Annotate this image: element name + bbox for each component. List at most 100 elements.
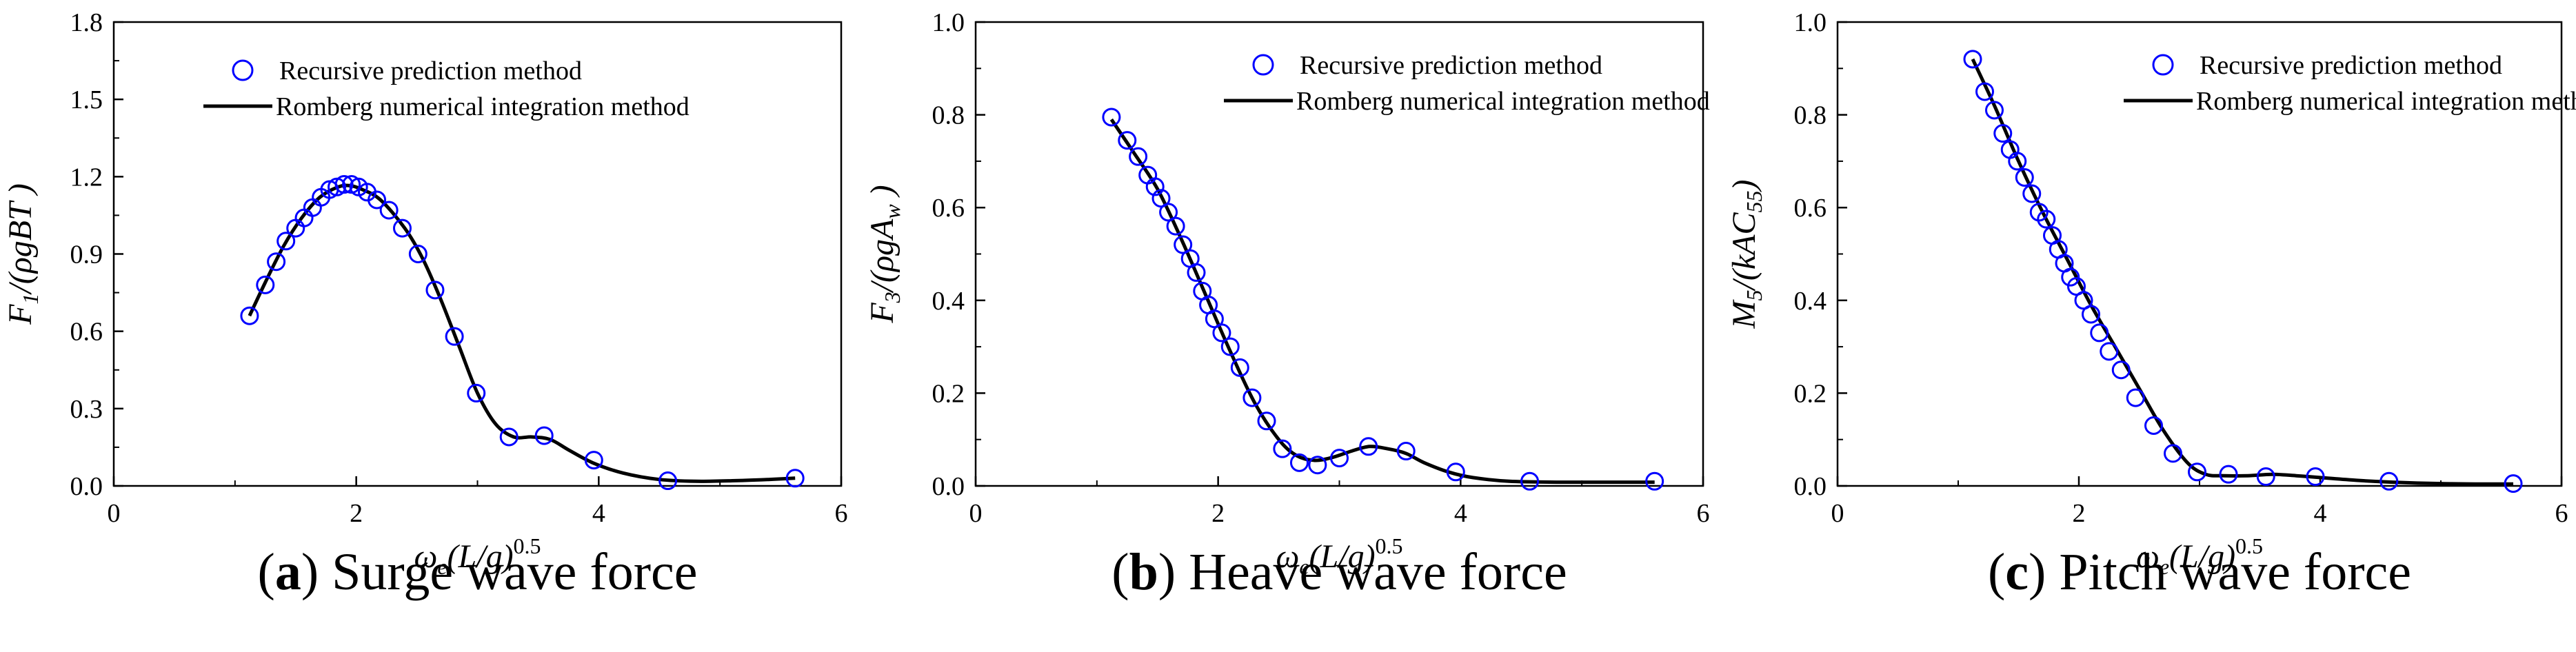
x-tick-label: 6 — [1697, 499, 1710, 528]
scatter-point — [1359, 437, 1378, 456]
scatter-point — [1396, 442, 1416, 461]
y-axis-label-sub: 5 — [1742, 289, 1767, 300]
chart-panel-b: 0 2 4 6 0.0 0.2 0.4 0.6 0.8 1.0 Recursive predicti… — [864, 8, 1710, 601]
scatter-point — [1273, 439, 1292, 458]
x-axis-label-sub: e — [2160, 554, 2169, 579]
caption-paren-close: ) — [2029, 543, 2059, 601]
x-axis-label-sup: 0.5 — [514, 533, 541, 558]
scatter-point — [1187, 263, 1206, 282]
x-axis-label: ωe(L/g)0.5 — [2136, 533, 2263, 579]
scatter-point — [334, 175, 354, 194]
scatter-point — [379, 201, 399, 220]
x-tick-label: 4 — [592, 499, 605, 528]
y-axis-label-tail: ) — [864, 185, 900, 204]
scatter-point — [1102, 108, 1121, 127]
scatter-point — [1446, 462, 1465, 482]
scatter-point — [534, 426, 554, 445]
scatter-point — [2306, 467, 2325, 487]
x-axis-label-body: (L/g) — [1309, 538, 1376, 575]
x-tick-label: 4 — [2314, 499, 2327, 528]
scatter-point — [2188, 462, 2206, 482]
chart-panel-a: 0 2 4 6 0.0 0.3 0.6 0.9 1.2 1.5 1.8 Recursive predi… — [2, 8, 848, 601]
caption-paren-close: ) — [301, 543, 332, 601]
caption-paren-close: ) — [1158, 543, 1189, 601]
y-tick-label: 1.0 — [1794, 8, 1827, 37]
legend-label-line: Romberg numerical integration method — [1296, 87, 1710, 116]
y-axis-label: F1/(ρgBT ) — [2, 183, 43, 325]
scatter-point — [1963, 50, 1982, 69]
caption-paren-open: ( — [1988, 543, 2005, 601]
scatter-point — [2037, 210, 2056, 229]
x-axis-label: ωe(L/g)0.5 — [1276, 533, 1402, 579]
y-axis-label: F3/(ρgAw ) — [864, 185, 905, 323]
y-tick-label: 0.2 — [1794, 379, 1827, 408]
x-axis-label-symbol: ω — [1276, 538, 1299, 575]
scatter-point — [467, 383, 486, 403]
caption-paren-open: ( — [258, 543, 275, 601]
y-axis-label-symbol: M — [1726, 298, 1762, 329]
scatter-point — [1975, 82, 1994, 101]
panel-caption: (c) Pitch wave force — [1988, 543, 2411, 601]
scatter-point — [2061, 267, 2080, 287]
y-tick-label: 1.0 — [932, 8, 965, 37]
legend-marker-scatter — [1252, 54, 1274, 76]
scatter-point — [2008, 152, 2027, 171]
scatter-point — [1212, 323, 1231, 343]
scatter-point — [2504, 474, 2523, 493]
x-tick-label: 0 — [969, 499, 983, 528]
y-axis-label-body: /(ρgBT ) — [2, 183, 39, 296]
y-tick-label: 0.9 — [70, 241, 103, 269]
scatter-point — [256, 275, 275, 294]
scatter-point — [1230, 358, 1249, 377]
x-axis-label-sub: e — [1299, 554, 1309, 579]
scatter-point — [1330, 449, 1349, 468]
panel-caption: (a) Surge wave force — [258, 543, 698, 601]
y-axis-label-symbol: F — [2, 304, 39, 325]
y-tick-label: 0.6 — [932, 194, 965, 223]
x-axis-label-sup: 0.5 — [1376, 533, 1403, 558]
scatter-point — [392, 218, 412, 238]
panels: 0 2 4 6 0.0 0.3 0.6 0.9 1.2 1.5 1.8 Recursive predi… — [2, 8, 2576, 601]
legend-marker-scatter — [232, 59, 254, 81]
y-tick-label: 0.0 — [70, 472, 103, 501]
chart-panel-c: 0 2 4 6 0.0 0.2 0.4 0.6 0.8 1.0 Recursive predicti… — [1726, 8, 2576, 601]
y-tick-label: 0.6 — [70, 318, 103, 347]
x-tick-label: 4 — [1454, 499, 1467, 528]
y-tick-label: 1.8 — [70, 8, 103, 37]
legend-label-line: Romberg numerical integration method — [2196, 87, 2576, 116]
legend-label-scatter: Recursive prediction method — [1300, 51, 1602, 80]
y-tick-label: 0.4 — [1794, 287, 1827, 316]
x-axis-label-symbol: ω — [2136, 538, 2160, 575]
scatter-point — [1145, 177, 1165, 196]
y-axis-label-sub: 1 — [18, 294, 43, 305]
y-tick-label: 0.4 — [932, 287, 965, 316]
scatter-point — [1242, 388, 1262, 407]
legend-label-line: Romberg numerical integration method — [276, 92, 690, 121]
scatter-point — [1289, 453, 1309, 472]
scatter-point — [267, 252, 286, 272]
legend-marker-scatter — [2152, 54, 2174, 76]
y-tick-label: 0.0 — [1794, 472, 1827, 501]
y-tick-label: 0.0 — [932, 472, 965, 501]
y-tick-label: 1.2 — [70, 163, 103, 192]
caption-title: Pitch wave force — [2059, 543, 2411, 601]
scatter-point — [1993, 124, 2013, 143]
x-axis-label-body: (L/g) — [447, 538, 514, 575]
scatter-point — [2082, 305, 2100, 324]
x-tick-label: 0 — [108, 499, 121, 528]
scatter-point — [2022, 184, 2042, 203]
x-tick-label: 2 — [1211, 499, 1225, 528]
y-axis-label-sub: 3 — [880, 292, 905, 303]
scatter-point — [1129, 147, 1148, 166]
y-axis-label-symbol: F — [864, 303, 900, 324]
scatter-point — [2219, 465, 2238, 484]
y-axis-label-sub2: 55 — [1742, 191, 1767, 213]
scatter-point — [1118, 131, 1137, 150]
scatter-point — [499, 427, 519, 447]
legend-label-scatter: Recursive prediction method — [279, 57, 582, 85]
scatter-point — [1308, 456, 1327, 475]
scatter-point — [1220, 337, 1240, 356]
legend-label-scatter: Recursive prediction method — [2200, 51, 2502, 80]
caption-paren-open: ( — [1111, 543, 1129, 601]
